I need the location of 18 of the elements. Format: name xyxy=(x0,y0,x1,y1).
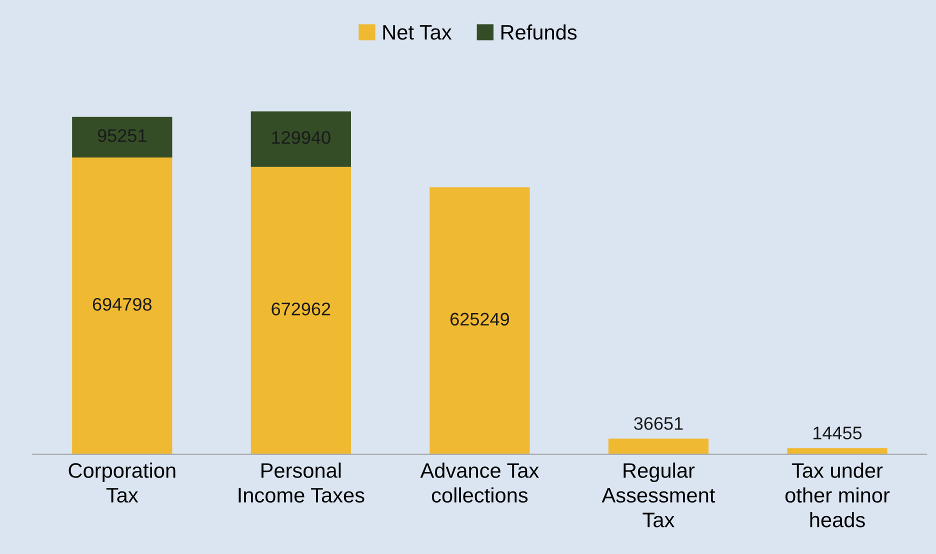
bar xyxy=(250,111,351,167)
bar xyxy=(430,187,530,454)
data-label: 694798 xyxy=(92,298,152,311)
x-tick-label: Personal Income Taxes xyxy=(238,462,364,503)
bar xyxy=(72,116,172,158)
data-label: 625249 xyxy=(450,312,509,326)
data-label: 672962 xyxy=(272,302,330,316)
x-tick-label: Corporation Tax xyxy=(68,462,176,503)
bar xyxy=(608,438,709,454)
bar xyxy=(72,158,172,454)
data-label: 14455 xyxy=(814,426,862,440)
bar xyxy=(250,166,351,454)
x-tick-label: Regular Assessment Tax xyxy=(602,462,716,528)
legend-label: Refunds xyxy=(501,24,577,40)
x-tick-label: Advance Tax collections xyxy=(420,462,539,503)
data-label: 36651 xyxy=(634,417,683,430)
x-tick-label: Tax under other minor heads xyxy=(785,462,890,528)
legend-label: Net Tax xyxy=(383,25,452,40)
